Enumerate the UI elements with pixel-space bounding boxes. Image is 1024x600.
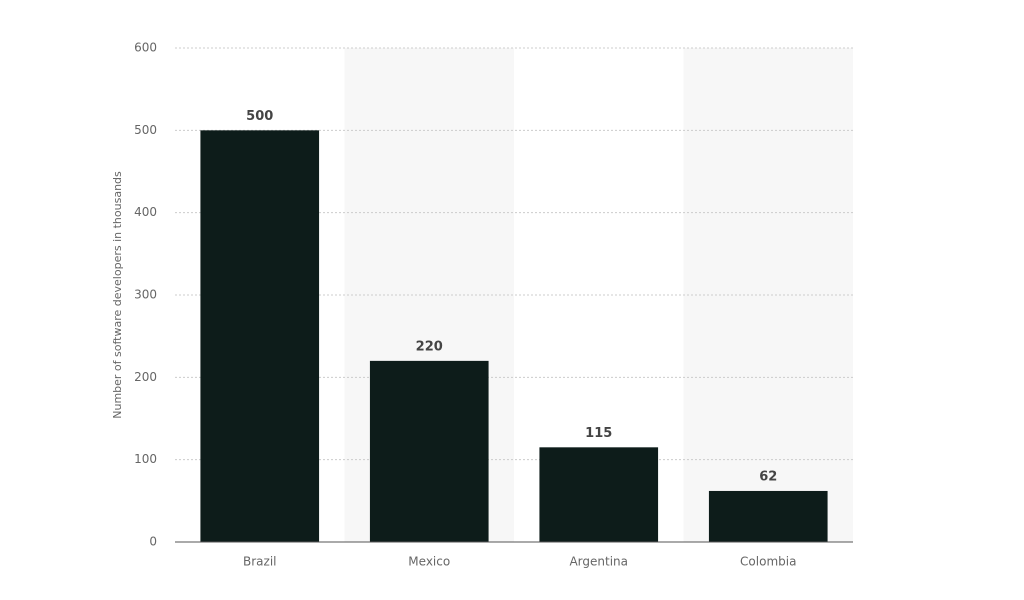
bar: [200, 130, 320, 543]
value-label: 220: [416, 339, 443, 354]
bar: [708, 490, 828, 542]
value-label: 500: [246, 109, 273, 124]
bar: [539, 447, 659, 542]
x-tick-label: Colombia: [740, 555, 796, 569]
x-tick-label: Brazil: [243, 555, 277, 569]
y-tick-label: 500: [134, 123, 157, 137]
y-tick-label: 0: [149, 535, 157, 549]
value-label: 62: [759, 469, 777, 484]
x-tick-label: Mexico: [408, 555, 450, 569]
y-tick-label: 300: [134, 288, 157, 302]
value-label: 115: [585, 426, 612, 441]
y-axis-label: Number of software developers in thousan…: [111, 171, 124, 419]
y-tick-label: 600: [134, 41, 157, 55]
y-tick-label: 200: [134, 370, 157, 384]
y-tick-label: 400: [134, 205, 157, 219]
x-tick-label: Argentina: [569, 555, 628, 569]
bar: [369, 360, 489, 542]
y-tick-label: 100: [134, 452, 157, 466]
